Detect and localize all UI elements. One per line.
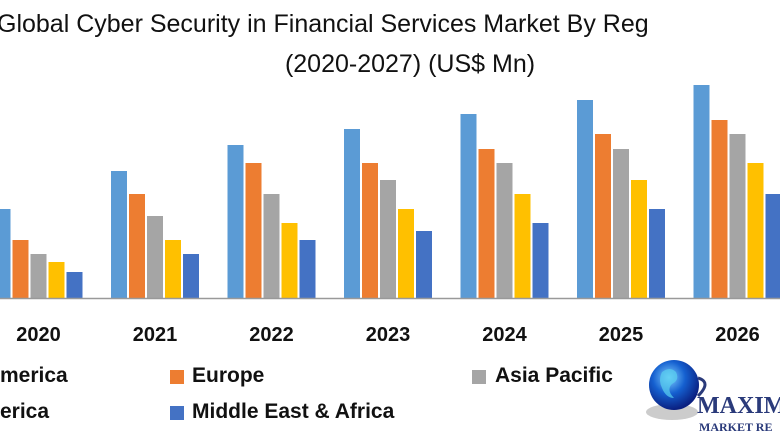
- bar-2021-series-1: [129, 194, 145, 298]
- legend-label: Middle East & Africa: [192, 400, 395, 423]
- bar-2024-series-1: [478, 149, 495, 298]
- x-tick-label: 2025: [599, 324, 644, 346]
- bar-2025-series-3: [631, 180, 647, 298]
- x-tick-label: 2020: [16, 324, 61, 346]
- x-tick-label: 2023: [366, 324, 411, 346]
- bar-2025-series-2: [613, 149, 629, 298]
- legend-swatch: [170, 370, 184, 384]
- chart-title-line1: Global Cyber Security in Financial Servi…: [0, 10, 649, 38]
- legend-label: merica: [0, 364, 68, 387]
- bar-2026-series-2: [729, 134, 746, 298]
- legend-swatch: [472, 370, 486, 384]
- bar-2025-series-1: [595, 134, 611, 298]
- bar-2025-series-4: [649, 209, 665, 298]
- x-tick-label: 2022: [249, 324, 294, 346]
- bar-2022-series-0: [227, 145, 244, 298]
- bar-2022-series-3: [281, 223, 298, 298]
- chart-title-line2: (2020-2027) (US$ Mn): [284, 50, 536, 78]
- bar-2021-series-0: [111, 171, 127, 298]
- bar-2026-series-0: [693, 85, 710, 298]
- x-tick-label: 2021: [133, 324, 178, 346]
- bar-2021-series-4: [183, 254, 199, 298]
- bar-2022-series-1: [245, 163, 262, 298]
- bar-2021-series-3: [165, 240, 181, 298]
- bar-2020-series-1: [12, 240, 29, 298]
- bar-2023-series-1: [362, 163, 378, 298]
- legend-label: Europe: [192, 364, 265, 387]
- bar-2021-series-2: [147, 216, 163, 298]
- bar-2025-series-0: [577, 100, 593, 298]
- bar-2023-series-2: [380, 180, 396, 298]
- bar-2020-series-2: [30, 254, 47, 298]
- bar-2023-series-3: [398, 209, 414, 298]
- logo-line1: MAXIM: [697, 393, 780, 419]
- bar-2023-series-0: [344, 129, 360, 298]
- logo-line2: MARKET RE: [699, 420, 773, 434]
- x-tick-label: 2024: [482, 324, 527, 346]
- bar-2020-series-0: [0, 209, 11, 298]
- bar-2023-series-4: [416, 231, 432, 298]
- bar-2026-series-3: [747, 163, 764, 298]
- bar-2024-series-2: [496, 163, 513, 298]
- legend-label: Asia Pacific: [495, 364, 613, 387]
- bar-2022-series-4: [299, 240, 316, 298]
- bar-2020-series-4: [66, 272, 83, 298]
- bar-2026-series-1: [711, 120, 728, 298]
- bar-2024-series-0: [460, 114, 477, 298]
- bar-2022-series-2: [263, 194, 280, 298]
- bar-2026-series-4: [765, 194, 780, 298]
- legend-swatch: [170, 406, 184, 420]
- bar-2020-series-3: [48, 262, 65, 298]
- bar-2024-series-3: [514, 194, 531, 298]
- legend-label: erica: [0, 400, 50, 423]
- bar-2024-series-4: [532, 223, 549, 298]
- x-tick-label: 2026: [715, 324, 760, 346]
